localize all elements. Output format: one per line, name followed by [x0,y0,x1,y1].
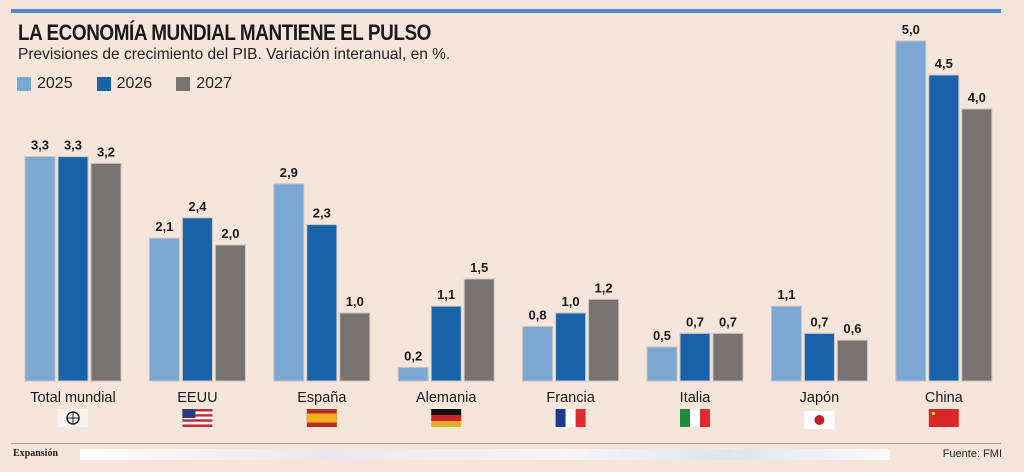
data-label: 0,6 [843,321,861,336]
data-label: 2,9 [280,165,298,180]
bar-2027 [961,108,993,382]
category-label: Francia [546,390,595,406]
legend-label: 2026 [116,75,153,92]
decorative-strip [80,449,890,460]
data-label: 1,2 [595,280,613,295]
chart-subtitle: Previsiones de crecimiento del PIB. Vari… [18,46,451,63]
category-label: Italia [680,390,712,406]
bar-2027 [90,162,122,382]
bar-2026 [57,156,89,382]
category-label: Japón [800,390,840,406]
bar-2027 [836,339,868,382]
legend-item-2027: 2027 [176,75,232,93]
data-label: 0,8 [529,308,547,323]
data-label: 1,0 [562,294,580,309]
legend-swatch [176,77,191,91]
globe-icon [58,409,88,427]
bar-2026 [430,305,462,382]
category-label: Alemania [416,390,477,406]
data-label: 5,0 [902,22,920,37]
bar-2025 [770,305,802,382]
data-label: 3,3 [64,138,82,153]
bar-2026 [181,217,213,382]
bar-2026 [555,312,587,382]
chart-title: LA ECONOMÍA MUNDIAL MANTIENE EL PULSO [18,20,431,45]
legend-swatch [17,77,31,91]
legend-label: 2025 [37,75,73,92]
flag-de-icon [431,409,462,427]
flag-it-icon [680,409,710,427]
data-label: 3,3 [31,138,49,153]
bar-2025 [273,183,305,382]
data-label: 2,0 [221,226,239,241]
source-note: Fuente: FMI [942,448,1002,460]
data-label: 2,3 [313,206,331,221]
category-label: China [925,390,964,406]
legend-swatch [96,77,111,91]
category-label: EEUU [177,390,217,406]
data-label: 2,4 [188,199,207,214]
bar-2026 [306,224,338,382]
flag-us-icon [182,409,213,427]
category-label: España [297,390,347,406]
bar-2025 [895,40,927,382]
bar-2027 [712,332,744,382]
bar-2025 [522,326,554,382]
flag-es-icon [306,409,337,427]
legend: 2025 2026 2027 [17,75,232,93]
legend-label: 2027 [196,75,232,92]
bar-2025 [646,346,678,382]
bar-2026 [928,74,960,382]
data-label: 2,1 [155,219,173,234]
bar-2027 [214,244,246,382]
data-label: 0,7 [686,314,704,329]
data-label: 1,5 [470,260,488,275]
data-label: 3,2 [97,144,115,159]
bar-2027 [339,312,371,382]
footer-rule [11,443,1001,444]
bar-2025 [397,366,429,382]
legend-item-2025: 2025 [17,75,73,93]
bar-2025 [148,237,180,382]
data-label: 1,1 [777,287,795,302]
data-label: 4,0 [968,90,986,105]
brand-logo: Expansión [13,448,59,459]
bar-2026 [803,332,835,382]
flag-jp-icon [804,411,835,429]
bar-2027 [463,278,495,382]
data-label: 4,5 [935,56,953,71]
data-label: 1,0 [346,294,364,309]
data-label: 0,5 [653,328,671,343]
data-label: 0,7 [810,314,828,329]
data-label: 0,2 [404,348,422,363]
data-label: 0,7 [719,314,737,329]
flag-cn-icon [928,409,959,427]
flag-fr-icon [555,409,586,427]
data-label: 1,1 [437,287,455,302]
bar-2026 [679,332,711,382]
category-label: Total mundial [30,390,115,406]
legend-item-2026: 2026 [96,75,153,93]
bar-2027 [588,298,620,382]
bar-2025 [24,156,56,382]
top-rule [11,9,1001,13]
